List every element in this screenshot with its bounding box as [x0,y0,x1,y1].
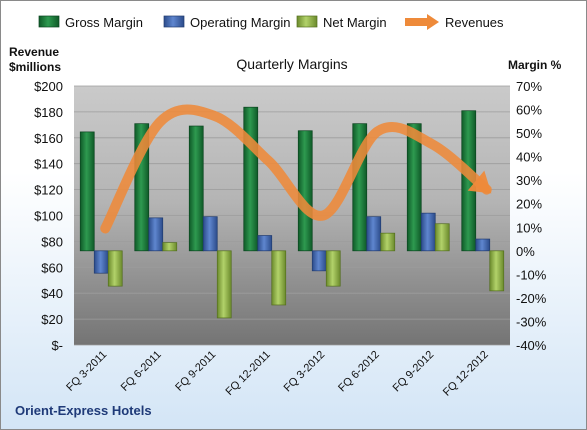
right-axis-ticks: 70% 60% 50% 40% 30% 20% 10% 0% -10% -20% -30% -40% [516,79,547,353]
left-tick-label: $180 [34,105,63,120]
bar-gross-margin [188,125,204,252]
x-tick-label: FQ 6-2012 [336,349,382,395]
right-tick-label: 10% [516,220,542,235]
bar-operating-margin [257,235,273,252]
right-tick-label: 50% [516,126,542,141]
legend: Gross Margin Operating Margin Net Margin Re… [38,14,504,30]
bar-net-margin [271,250,287,306]
x-tick-label: FQ 12-2011 [223,349,272,398]
bar-net-margin [325,250,341,287]
left-axis-label-line1: Revenue [9,45,59,59]
legend-swatch-operating-margin [163,15,185,28]
right-tick-label: 70% [516,79,542,94]
right-tick-label: -30% [516,314,547,329]
bar-operating-margin [311,250,327,272]
bar-gross-margin [297,130,313,252]
x-tick-label: FQ 9-2011 [173,349,218,394]
legend-arrow-icon [427,14,439,30]
bar-net-margin [107,250,123,287]
left-tick-label: $40 [41,286,63,301]
bar-operating-margin [475,238,491,252]
bar-operating-margin [202,216,218,252]
right-tick-label: 40% [516,150,542,165]
right-tick-label: -20% [516,291,547,306]
legend-swatch-gross-margin [38,15,60,28]
legend-label: Net Margin [323,15,387,30]
x-tick-label: FQ 9-2012 [391,349,437,395]
bar-operating-margin [420,212,436,252]
right-axis-label: Margin % [508,58,562,72]
bar-net-margin [216,250,232,319]
left-tick-label: $120 [34,183,63,198]
bar-net-margin [162,242,178,252]
left-tick-label: $80 [41,234,63,249]
footer-label: Orient-Express Hotels [15,403,152,418]
left-tick-label: $- [51,338,63,353]
x-tick-label: FQ 3-2012 [282,349,328,395]
bar-gross-margin [79,131,95,252]
right-tick-label: -40% [516,338,547,353]
x-tick-label: FQ 3-2011 [64,349,109,394]
x-tick-label: FQ 12-2012 [441,349,491,399]
left-axis-label-line2: $millions [9,60,61,74]
legend-label: Revenues [445,15,504,30]
bar-operating-margin [366,216,382,252]
bar-operating-margin [93,250,109,274]
left-axis-ticks: $200 $180 $160 $140 $120 $100 $80 $60 $40 $20 $- [34,79,63,353]
x-axis-ticks: FQ 3-2011 FQ 6-2011 FQ 9-2011 FQ 12-2011 FQ … [64,349,491,399]
left-tick-label: $60 [41,260,63,275]
left-tick-label: $100 [34,209,63,224]
bar-operating-margin [148,217,164,252]
right-tick-label: 20% [516,197,542,212]
bar-net-margin [380,232,396,252]
x-tick-label: FQ 6-2011 [119,349,164,394]
bar-gross-margin [406,123,422,252]
revenue-line [100,104,492,234]
legend-swatch-net-margin [296,15,318,28]
right-tick-label: -10% [516,267,547,282]
left-tick-label: $140 [34,157,63,172]
right-tick-label: 30% [516,173,542,188]
right-tick-label: 0% [516,244,535,259]
legend-label: Gross Margin [65,15,143,30]
bar-gross-margin [243,106,259,252]
bar-net-margin [489,250,505,292]
chart-title: Quarterly Margins [236,56,347,72]
revenue-line-path [100,104,492,234]
left-tick-label: $200 [34,79,63,94]
right-tick-label: 60% [516,103,542,118]
legend-label: Operating Margin [190,15,290,30]
bar-net-margin [434,223,450,252]
left-tick-label: $20 [41,312,63,327]
revenue-arrow-head [467,170,492,194]
left-tick-label: $160 [34,131,63,146]
